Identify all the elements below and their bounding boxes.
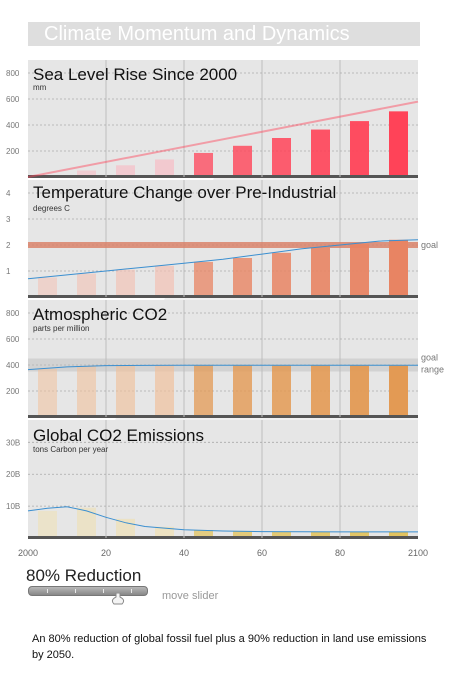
trend-line	[27, 506, 418, 533]
reduction-label: 80% Reduction	[26, 566, 142, 585]
title-bar: Climate Momentum and Dynamics	[28, 22, 420, 46]
data-bar	[38, 277, 57, 295]
data-bar	[77, 273, 96, 295]
y-tick-label: 800	[6, 69, 20, 78]
x-tick-label: 40	[179, 548, 189, 558]
data-bar	[389, 365, 408, 415]
slider-thumb[interactable]	[110, 593, 126, 605]
chart-unit-label: parts per million	[33, 324, 89, 333]
data-bar	[77, 507, 96, 536]
trend-line	[27, 100, 419, 178]
goal-range-label-line2: range	[421, 365, 444, 375]
y-tick-label: 600	[6, 335, 20, 344]
data-bar	[116, 518, 135, 536]
goal-line	[28, 242, 418, 248]
data-bar	[233, 530, 252, 536]
goal-label: goal	[421, 240, 438, 250]
x-tick-label: 60	[257, 548, 267, 558]
data-bar	[233, 145, 252, 175]
goal-range-label-line1: goal	[421, 353, 438, 363]
caption: An 80% reduction of global fossil fuel p…	[32, 633, 427, 661]
data-bar	[77, 366, 96, 415]
data-bar	[272, 365, 291, 415]
data-bar	[311, 531, 330, 536]
reduction-slider[interactable]	[28, 586, 148, 596]
y-tick-label: 200	[6, 147, 20, 156]
data-bar	[350, 365, 369, 415]
data-bar	[272, 252, 291, 295]
data-bar	[155, 365, 174, 415]
data-bar	[155, 265, 174, 295]
y-tick-label: 600	[6, 95, 20, 104]
data-bar	[389, 239, 408, 295]
data-bar	[77, 170, 96, 175]
data-bar	[194, 261, 213, 295]
slider-tick	[103, 589, 104, 593]
data-bar	[389, 111, 408, 175]
page-title: Climate Momentum and Dynamics	[44, 23, 350, 45]
data-bar	[194, 530, 213, 536]
y-tick-label: 200	[6, 387, 20, 396]
data-bar	[194, 365, 213, 415]
data-bar	[350, 531, 369, 536]
y-tick-label: 20B	[6, 470, 20, 479]
chart-panel-4	[27, 420, 418, 539]
x-tick-label: 80	[335, 548, 345, 558]
data-bar	[272, 138, 291, 175]
slider-tick	[75, 589, 76, 593]
x-tick-label: 2100	[408, 548, 428, 558]
data-bar	[311, 247, 330, 295]
data-bar	[38, 510, 57, 536]
chart-panel-1	[27, 60, 419, 178]
data-bar	[350, 243, 369, 295]
move-slider-hint: move slider	[162, 590, 219, 602]
y-tick-label: 3	[6, 215, 11, 224]
data-bar	[38, 368, 57, 415]
data-bar	[194, 152, 213, 175]
data-bar	[155, 159, 174, 175]
chart-title: Global CO2 Emissions	[33, 426, 204, 445]
chart-panel-3	[27, 300, 418, 418]
data-bar	[116, 165, 135, 175]
chart-unit-label: tons Carbon per year	[33, 445, 108, 454]
data-bar	[116, 365, 135, 415]
trend-line	[27, 239, 419, 280]
y-tick-label: 1	[6, 267, 11, 276]
panel-baseline	[28, 175, 418, 178]
panel-baseline	[28, 295, 418, 298]
chart-title: Sea Level Rise Since 2000	[33, 65, 237, 84]
data-bar	[311, 129, 330, 175]
data-bar	[272, 531, 291, 536]
chart-title: Atmospheric CO2	[33, 305, 167, 324]
y-tick-label: 400	[6, 121, 20, 130]
data-bar	[311, 365, 330, 415]
y-tick-label: 800	[6, 309, 20, 318]
data-bar	[350, 121, 369, 175]
chart-unit-label: mm	[33, 83, 47, 92]
panel-baseline	[28, 415, 418, 418]
chart-panel-2	[27, 180, 419, 298]
y-tick-label: 400	[6, 361, 20, 370]
y-tick-label: 10B	[6, 502, 20, 511]
data-bar	[233, 258, 252, 295]
panel-baseline	[28, 536, 418, 539]
data-bar	[155, 526, 174, 536]
momentum-shade	[67, 60, 418, 538]
y-tick-label: 2	[6, 241, 11, 250]
x-tick-label: 20	[101, 548, 111, 558]
data-bar	[233, 365, 252, 415]
slider-tick	[47, 589, 48, 593]
y-tick-label: 4	[6, 189, 11, 198]
data-bar	[389, 531, 408, 536]
chart-title: Temperature Change over Pre-Industrial	[33, 183, 336, 202]
data-bar	[116, 269, 135, 295]
x-tick-label: 2000	[18, 548, 38, 558]
chart-unit-label: degrees C	[33, 204, 70, 213]
slider-tick	[131, 589, 132, 593]
trend-line	[27, 364, 418, 371]
y-tick-label: 30B	[6, 438, 20, 447]
